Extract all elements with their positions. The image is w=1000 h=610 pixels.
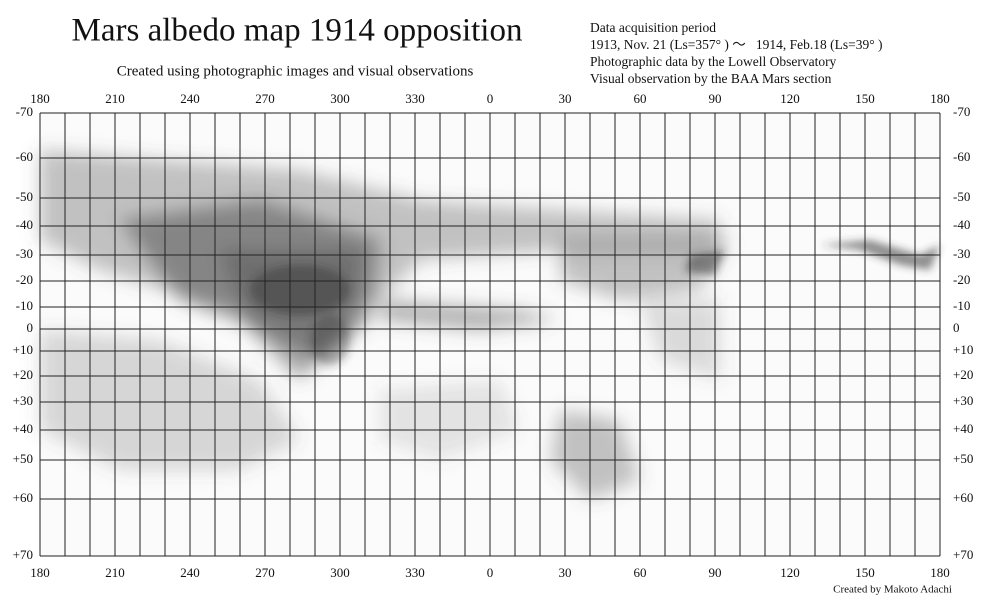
latitude-label: -50 [953,189,970,204]
latitude-label: +60 [13,490,33,505]
latitude-label: +60 [953,490,973,505]
longitude-label: 90 [709,565,722,580]
longitude-label: 270 [255,565,275,580]
latitude-label: +50 [13,451,33,466]
note: Photographic data by the Lowell Observat… [590,54,837,69]
longitude-label: 150 [855,565,875,580]
longitude-label: 180 [930,565,950,580]
note: 1913, Nov. 21 (Ls=357° ) ～ 1914, Feb.18 … [590,37,883,52]
notes: Data acquisition period 1913, Nov. 21 (L… [590,20,883,86]
latitude-label: -30 [16,246,33,261]
longitude-label: 210 [105,91,125,106]
longitude-label: 60 [634,565,647,580]
latitude-label: -70 [953,104,970,119]
latitude-label: +70 [13,547,33,562]
latitude-label: +10 [953,342,973,357]
latitude-label: +30 [13,393,33,408]
longitude-label: 330 [405,565,425,580]
latitude-label: +50 [953,451,973,466]
latitude-label: -50 [16,189,33,204]
latitude-label: +70 [953,547,973,562]
latitude-label: 0 [953,320,960,335]
latitude-label: -20 [16,272,33,287]
longitude-label: 0 [487,565,494,580]
subtitle: Created using photographic images and vi… [117,63,474,79]
note: Visual observation by the BAA Mars secti… [590,71,832,86]
latitude-label: -60 [16,149,33,164]
latitude-label: -10 [953,298,970,313]
latitude-label: -10 [16,298,33,313]
longitude-label: 180 [930,91,950,106]
longitude-label: 210 [105,565,125,580]
longitude-label: 30 [559,91,572,106]
longitude-label: 300 [330,91,350,106]
longitude-label: 330 [405,91,425,106]
longitude-label: 300 [330,565,350,580]
latitude-label: +30 [953,393,973,408]
latitude-label: 0 [27,320,34,335]
credit: Created by Makoto Adachi [833,584,952,596]
latitude-label: -70 [16,104,33,119]
longitude-label: 0 [487,91,494,106]
note: Data acquisition period [590,20,716,35]
latitude-label: +20 [13,367,33,382]
longitude-label: 180 [30,565,50,580]
latitude-label: +40 [13,421,33,436]
longitude-label: 240 [180,565,200,580]
latitude-label: -40 [953,217,970,232]
latitude-label: +10 [13,342,33,357]
longitude-label: 90 [709,91,722,106]
graticule [39,112,941,557]
longitude-label: 150 [855,91,875,106]
latitude-label: -60 [953,149,970,164]
longitude-label: 270 [255,91,275,106]
longitude-label: 60 [634,91,647,106]
latitude-label: -30 [953,246,970,261]
longitude-label: 120 [780,91,800,106]
latitude-label: +20 [953,367,973,382]
longitude-label: 120 [780,565,800,580]
latitude-label: +40 [953,421,973,436]
longitude-label: 180 [30,91,50,106]
longitude-label: 30 [559,565,572,580]
title: Mars albedo map 1914 opposition [72,13,523,49]
latitude-label: -20 [953,272,970,287]
latitude-label: -40 [16,217,33,232]
longitude-label: 240 [180,91,200,106]
